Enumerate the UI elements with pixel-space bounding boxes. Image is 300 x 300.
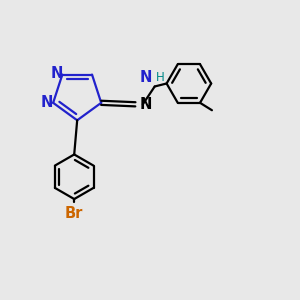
Text: N: N (50, 66, 63, 81)
Text: Br: Br (65, 206, 83, 221)
Text: N: N (140, 70, 152, 85)
Text: N: N (40, 95, 53, 110)
Text: N: N (139, 98, 152, 112)
Text: H: H (156, 71, 165, 84)
